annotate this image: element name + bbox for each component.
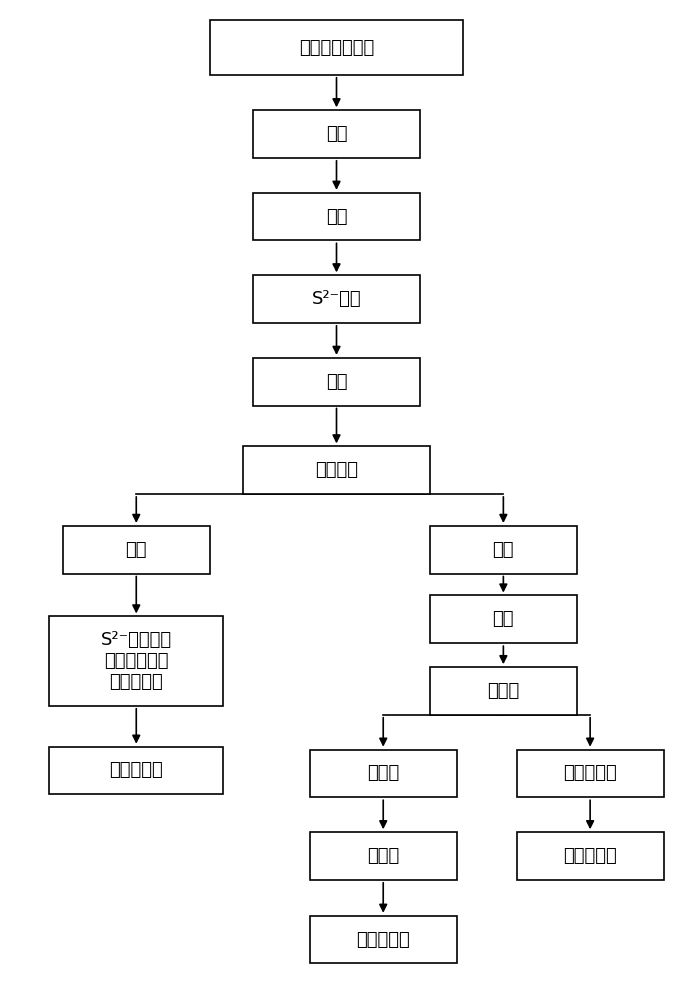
Text: 破碎: 破碎	[326, 125, 347, 143]
FancyBboxPatch shape	[430, 667, 577, 715]
FancyBboxPatch shape	[430, 595, 577, 643]
FancyBboxPatch shape	[310, 916, 457, 963]
Text: 萃取镓: 萃取镓	[487, 682, 520, 700]
FancyBboxPatch shape	[310, 832, 457, 880]
Text: 酸溶: 酸溶	[493, 610, 514, 628]
FancyBboxPatch shape	[253, 193, 420, 240]
Text: 沉淀碱溶: 沉淀碱溶	[315, 461, 358, 479]
FancyBboxPatch shape	[210, 20, 463, 75]
Text: 酸溶: 酸溶	[326, 208, 347, 226]
Text: 电解回收铟: 电解回收铟	[110, 761, 163, 779]
Text: 电解回收镓: 电解回收镓	[563, 847, 617, 865]
Text: 沉淀锗: 沉淀锗	[367, 847, 399, 865]
FancyBboxPatch shape	[517, 832, 664, 880]
Text: S²⁻沉淀: S²⁻沉淀	[312, 290, 361, 308]
FancyBboxPatch shape	[310, 750, 457, 797]
FancyBboxPatch shape	[430, 526, 577, 574]
FancyBboxPatch shape	[253, 275, 420, 323]
FancyBboxPatch shape	[243, 446, 430, 494]
Text: S²⁻沉淀锌、
铝、镁中的至
少一种和锡: S²⁻沉淀锌、 铝、镁中的至 少一种和锡	[101, 631, 172, 691]
FancyBboxPatch shape	[253, 110, 420, 158]
FancyBboxPatch shape	[50, 747, 223, 794]
FancyBboxPatch shape	[50, 616, 223, 706]
Text: 还原回收锗: 还原回收锗	[356, 931, 410, 949]
Text: 置换: 置换	[326, 373, 347, 391]
Text: 滤液: 滤液	[126, 541, 147, 559]
Text: 滤渣: 滤渣	[493, 541, 514, 559]
Text: 镓金属离子: 镓金属离子	[563, 764, 617, 782]
Text: 萃余液: 萃余液	[367, 764, 399, 782]
FancyBboxPatch shape	[63, 526, 210, 574]
FancyBboxPatch shape	[253, 358, 420, 406]
Text: 废旧薄膜太阳能: 废旧薄膜太阳能	[299, 39, 374, 57]
FancyBboxPatch shape	[517, 750, 664, 797]
